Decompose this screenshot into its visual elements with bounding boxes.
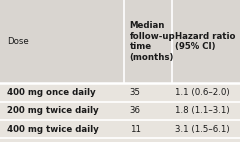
Text: 36: 36 <box>130 106 141 115</box>
Text: 200 mg twice daily: 200 mg twice daily <box>7 106 99 115</box>
Text: 1.1 (0.6–2.0): 1.1 (0.6–2.0) <box>175 88 230 97</box>
Text: 35: 35 <box>130 88 141 97</box>
Bar <box>0 120 240 138</box>
Text: Hazard ratio
(95% CI): Hazard ratio (95% CI) <box>175 32 236 51</box>
Bar <box>0 102 240 120</box>
Bar <box>0 83 240 102</box>
Text: 400 mg once daily: 400 mg once daily <box>7 88 96 97</box>
Text: 400 mg twice daily: 400 mg twice daily <box>7 125 99 134</box>
Text: Median
follow-up
time
(months): Median follow-up time (months) <box>130 21 175 62</box>
Bar <box>0 0 240 83</box>
Text: 11: 11 <box>130 125 141 134</box>
Text: 3.1 (1.5–6.1): 3.1 (1.5–6.1) <box>175 125 230 134</box>
Text: Dose: Dose <box>7 37 29 46</box>
Bar <box>0 138 240 142</box>
Text: 1.8 (1.1–3.1): 1.8 (1.1–3.1) <box>175 106 230 115</box>
